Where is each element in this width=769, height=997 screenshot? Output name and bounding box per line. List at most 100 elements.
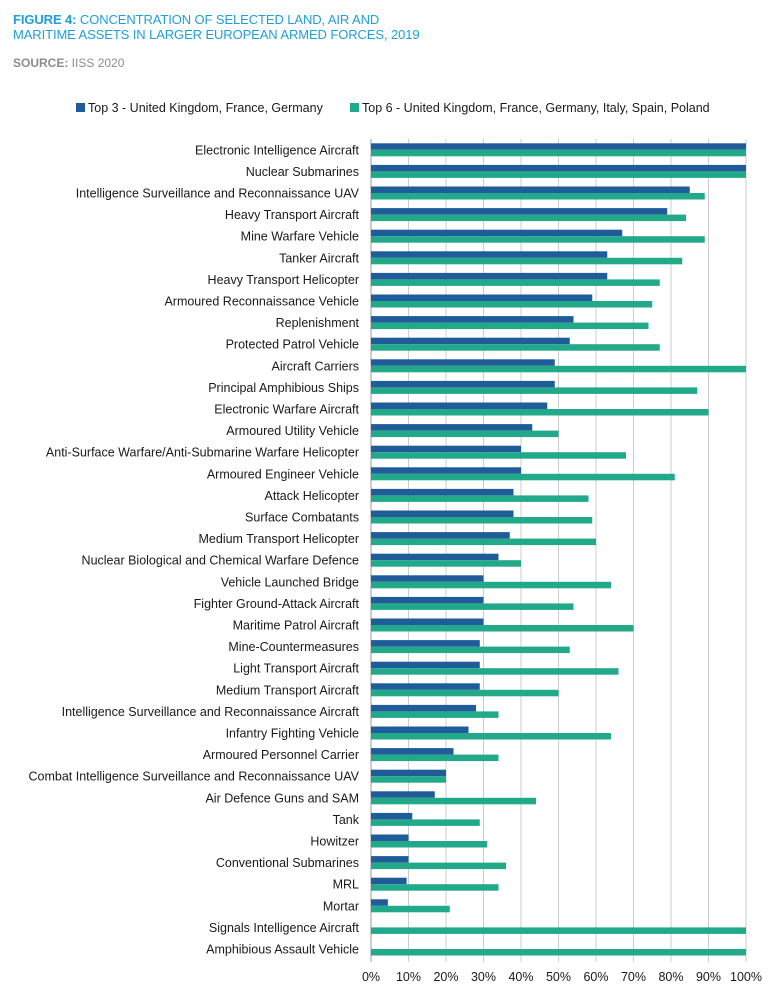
bar-top3 (371, 316, 574, 323)
category-label: Mortar (323, 899, 359, 913)
bar-top3 (371, 488, 514, 496)
category-label: Attack Helicopter (265, 489, 359, 503)
bar-top3 (371, 791, 435, 798)
x-tick-label: 20% (433, 970, 458, 984)
bar-top3 (371, 186, 690, 193)
bar-top3 (371, 402, 548, 409)
bar-top6 (371, 733, 611, 740)
category-label: Medium Transport Aircraft (216, 683, 360, 697)
legend-swatch (76, 103, 85, 112)
bar-top6 (371, 862, 506, 870)
category-label: Vehicle Launched Bridge (221, 575, 359, 589)
bar-top3 (371, 640, 480, 647)
bar-top3 (371, 553, 499, 561)
bar-top6 (371, 193, 705, 200)
category-label: Mine-Countermeasures (228, 640, 359, 654)
bar-top3 (371, 467, 521, 474)
legend-label: Top 3 - United Kingdom, France, Germany (88, 101, 324, 115)
category-label: Armoured Personnel Carrier (203, 748, 359, 762)
x-tick-label: 60% (583, 970, 608, 984)
category-label: Conventional Submarines (216, 856, 359, 870)
figure-number: FIGURE 4: (13, 12, 77, 27)
category-label: Armoured Utility Vehicle (226, 424, 359, 438)
category-label: MRL (333, 878, 359, 892)
category-label: Replenishment (276, 316, 360, 330)
bar-top6 (371, 149, 746, 157)
bar-top3 (371, 294, 593, 301)
bar-top3 (371, 510, 514, 517)
bar-top3 (371, 856, 409, 863)
category-label: Aircraft Carriers (271, 359, 359, 373)
bar-top3 (371, 143, 746, 150)
bar-top6 (371, 344, 660, 351)
bar-top6 (371, 214, 686, 222)
bar-top6 (371, 689, 559, 697)
category-label: Signals Intelligence Aircraft (209, 921, 360, 935)
category-label: Howitzer (310, 835, 359, 849)
bar-top6 (371, 365, 746, 373)
bar-top3 (371, 164, 746, 172)
bar-top3 (371, 748, 454, 755)
bar-top6 (371, 387, 698, 394)
x-tick-label: 70% (621, 970, 646, 984)
x-tick-label: 10% (396, 970, 421, 984)
source-text: IISS 2020 (68, 56, 125, 70)
bar-top6 (371, 517, 593, 524)
bar-top6 (371, 257, 683, 265)
bar-top6 (371, 927, 746, 934)
bar-top6 (371, 905, 450, 913)
bar-top3 (371, 683, 480, 690)
bar-top6 (371, 236, 705, 243)
category-label: Intelligence Surveillance and Reconnaiss… (62, 705, 360, 719)
bar-top3 (371, 229, 623, 237)
bar-top3 (371, 726, 469, 733)
title-line-2: MARITIME ASSETS IN LARGER EUROPEAN ARMED… (13, 27, 420, 42)
bar-top3 (371, 337, 570, 345)
bar-top6 (371, 776, 446, 783)
bar-top6 (371, 603, 574, 610)
bar-top6 (371, 646, 570, 654)
bar-top6 (371, 949, 746, 956)
category-label: Principal Amphibious Ships (208, 381, 359, 395)
category-label: Air Defence Guns and SAM (205, 791, 359, 805)
bar-top3 (371, 769, 446, 777)
bar-top6 (371, 797, 536, 805)
bar-top6 (371, 430, 559, 438)
category-label: Intelligence Surveillance and Reconnaiss… (76, 187, 360, 201)
category-label: Light Transport Aircraft (233, 662, 359, 676)
bar-top3 (371, 704, 476, 712)
x-tick-label: 0% (362, 970, 380, 984)
x-tick-label: 90% (696, 970, 721, 984)
category-label: Fighter Ground-Attack Aircraft (194, 597, 360, 611)
bar-top3 (371, 618, 484, 625)
bar-top3 (371, 251, 608, 258)
bar-top6 (371, 171, 746, 178)
bar-top6 (371, 754, 499, 762)
category-label: Surface Combatants (245, 511, 359, 525)
bar-top6 (371, 841, 488, 848)
x-tick-label: 80% (658, 970, 683, 984)
bar-top3 (371, 575, 484, 582)
category-label: Combat Intelligence Surveillance and Rec… (28, 770, 359, 784)
category-label: Nuclear Biological and Chemical Warfare … (82, 554, 359, 568)
bar-top3 (371, 834, 409, 841)
category-label: Tank (333, 813, 360, 827)
category-label: Protected Patrol Vehicle (226, 338, 359, 352)
bar-top3 (371, 596, 484, 604)
bar-top6 (371, 322, 649, 330)
bar-top6 (371, 301, 653, 308)
bar-top3 (371, 208, 668, 215)
x-tick-label: 100% (730, 970, 762, 984)
x-tick-label: 30% (471, 970, 496, 984)
bar-top3 (371, 877, 407, 885)
bar-top3 (371, 445, 521, 453)
category-label: Armoured Engineer Vehicle (207, 467, 359, 481)
category-label: Electronic Intelligence Aircraft (195, 143, 359, 157)
legend-swatch (350, 103, 359, 112)
bar-top6 (371, 452, 626, 459)
figure-header: FIGURE 4: CONCENTRATION OF SELECTED LAND… (13, 12, 753, 70)
category-label: Maritime Patrol Aircraft (233, 619, 360, 633)
bar-top6 (371, 473, 675, 481)
figure-title: FIGURE 4: CONCENTRATION OF SELECTED LAND… (13, 12, 753, 42)
